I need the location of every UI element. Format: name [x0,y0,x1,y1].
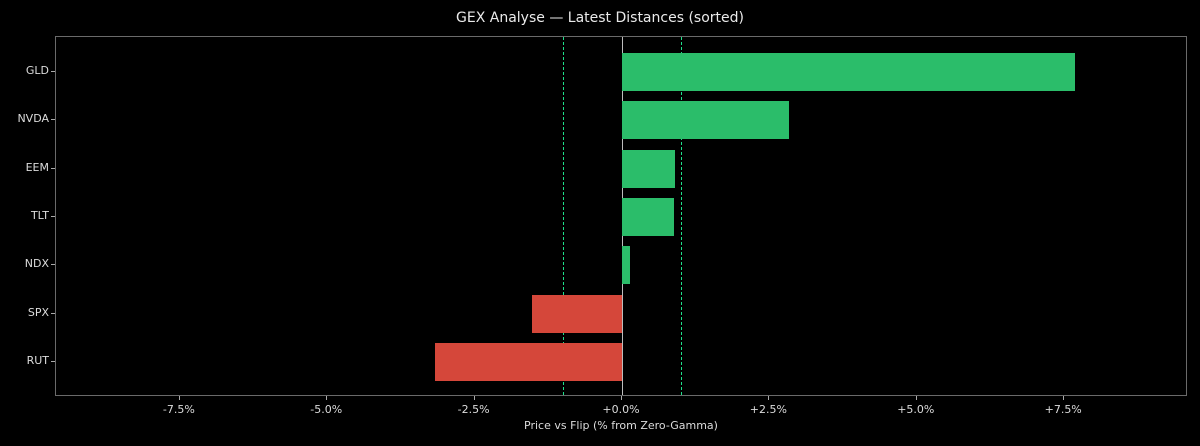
x-axis-title: Price vs Flip (% from Zero-Gamma) [524,419,718,432]
y-tick [51,167,55,169]
x-tick [326,396,328,400]
y-tick-label: NDX [24,257,49,271]
bar-rut [435,342,622,381]
x-tick [915,396,917,400]
x-tick [621,396,622,400]
y-tick [51,119,55,121]
y-tick-label: SPX [27,305,49,319]
chart-title: GEX Analyse — Latest Distances (sorted) [456,10,744,26]
bar-tlt [622,197,674,236]
y-tick-label: EEM [25,160,49,174]
x-tick [768,396,770,400]
y-tick [51,215,55,217]
y-tick [51,312,55,314]
threshold-line [563,37,565,395]
x-tick-label: -7.5% [162,403,195,416]
y-tick-label: NVDA [17,112,49,126]
y-tick-label: TLT [30,208,49,222]
x-tick-label: +0.0% [602,403,640,416]
plot-area [55,36,1187,396]
x-tick-label: -2.5% [457,403,490,416]
x-tick-label: +2.5% [749,403,787,416]
bar-eem [622,149,676,188]
threshold-line [680,37,682,395]
y-tick [51,71,55,72]
x-tick [473,396,475,400]
x-tick-label: +5.0% [897,403,935,416]
y-tick [51,264,55,266]
y-tick [51,360,55,362]
y-tick-label: RUT [26,353,49,367]
bar-gld [622,53,1075,91]
x-tick [1063,396,1065,400]
y-tick-label: GLD [25,64,49,77]
bar-ndx [622,246,631,285]
x-tick [178,396,180,400]
x-tick-label: +7.5% [1044,403,1082,416]
x-tick-label: -5.0% [310,403,343,416]
bar-spx [531,294,622,333]
bar-nvda [622,101,789,140]
